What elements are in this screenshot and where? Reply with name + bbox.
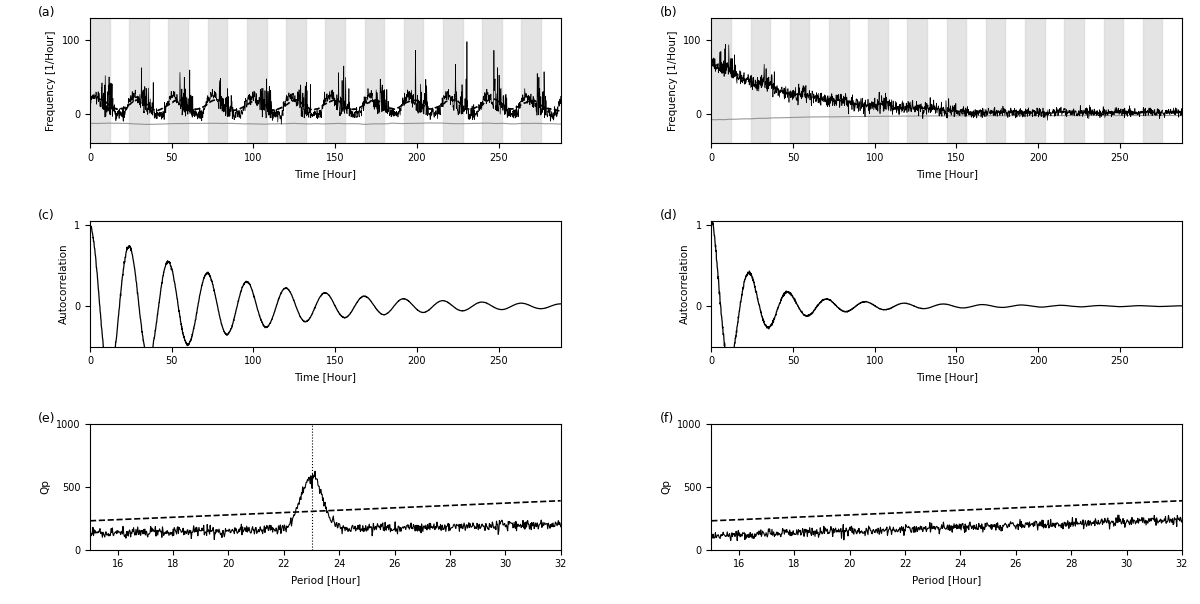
Bar <box>168 18 188 144</box>
Y-axis label: Frequency [1/Hour]: Frequency [1/Hour] <box>47 31 56 131</box>
X-axis label: Period [Hour]: Period [Hour] <box>912 575 982 585</box>
Bar <box>907 18 928 144</box>
Bar <box>482 18 502 144</box>
Bar <box>947 18 966 144</box>
Text: (a): (a) <box>38 5 55 19</box>
Bar <box>1025 18 1045 144</box>
Bar <box>869 18 888 144</box>
Bar <box>1064 18 1084 144</box>
Bar <box>90 18 109 144</box>
Bar <box>986 18 1006 144</box>
X-axis label: Time [Hour]: Time [Hour] <box>294 169 356 179</box>
Y-axis label: Qp: Qp <box>41 480 50 495</box>
Text: (e): (e) <box>38 412 55 425</box>
Bar <box>403 18 424 144</box>
Bar <box>325 18 344 144</box>
Bar <box>286 18 306 144</box>
X-axis label: Time [Hour]: Time [Hour] <box>916 372 978 382</box>
Text: (f): (f) <box>660 412 673 425</box>
Y-axis label: Autocorrelation: Autocorrelation <box>59 243 68 324</box>
Bar <box>522 18 541 144</box>
Bar <box>790 18 809 144</box>
Bar <box>750 18 770 144</box>
Bar <box>247 18 266 144</box>
Bar <box>1142 18 1163 144</box>
Y-axis label: Frequency [1/Hour]: Frequency [1/Hour] <box>667 31 678 131</box>
Bar <box>829 18 848 144</box>
X-axis label: Time [Hour]: Time [Hour] <box>916 169 978 179</box>
Bar <box>365 18 384 144</box>
Bar <box>208 18 227 144</box>
X-axis label: Time [Hour]: Time [Hour] <box>294 372 356 382</box>
X-axis label: Period [Hour]: Period [Hour] <box>290 575 360 585</box>
Y-axis label: Qp: Qp <box>661 480 672 495</box>
Text: (b): (b) <box>660 5 677 19</box>
Text: (d): (d) <box>660 209 677 222</box>
Bar <box>1104 18 1123 144</box>
Y-axis label: Autocorrelation: Autocorrelation <box>680 243 690 324</box>
Bar <box>712 18 731 144</box>
Text: (c): (c) <box>38 209 55 222</box>
Bar <box>130 18 149 144</box>
Bar <box>443 18 463 144</box>
